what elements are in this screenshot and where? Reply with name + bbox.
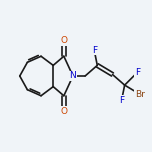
Text: Br: Br <box>135 90 145 99</box>
Text: O: O <box>60 107 67 116</box>
Text: N: N <box>70 71 76 81</box>
Text: O: O <box>60 36 67 45</box>
Text: F: F <box>119 96 124 105</box>
Text: F: F <box>92 46 97 55</box>
Text: F: F <box>135 68 140 78</box>
